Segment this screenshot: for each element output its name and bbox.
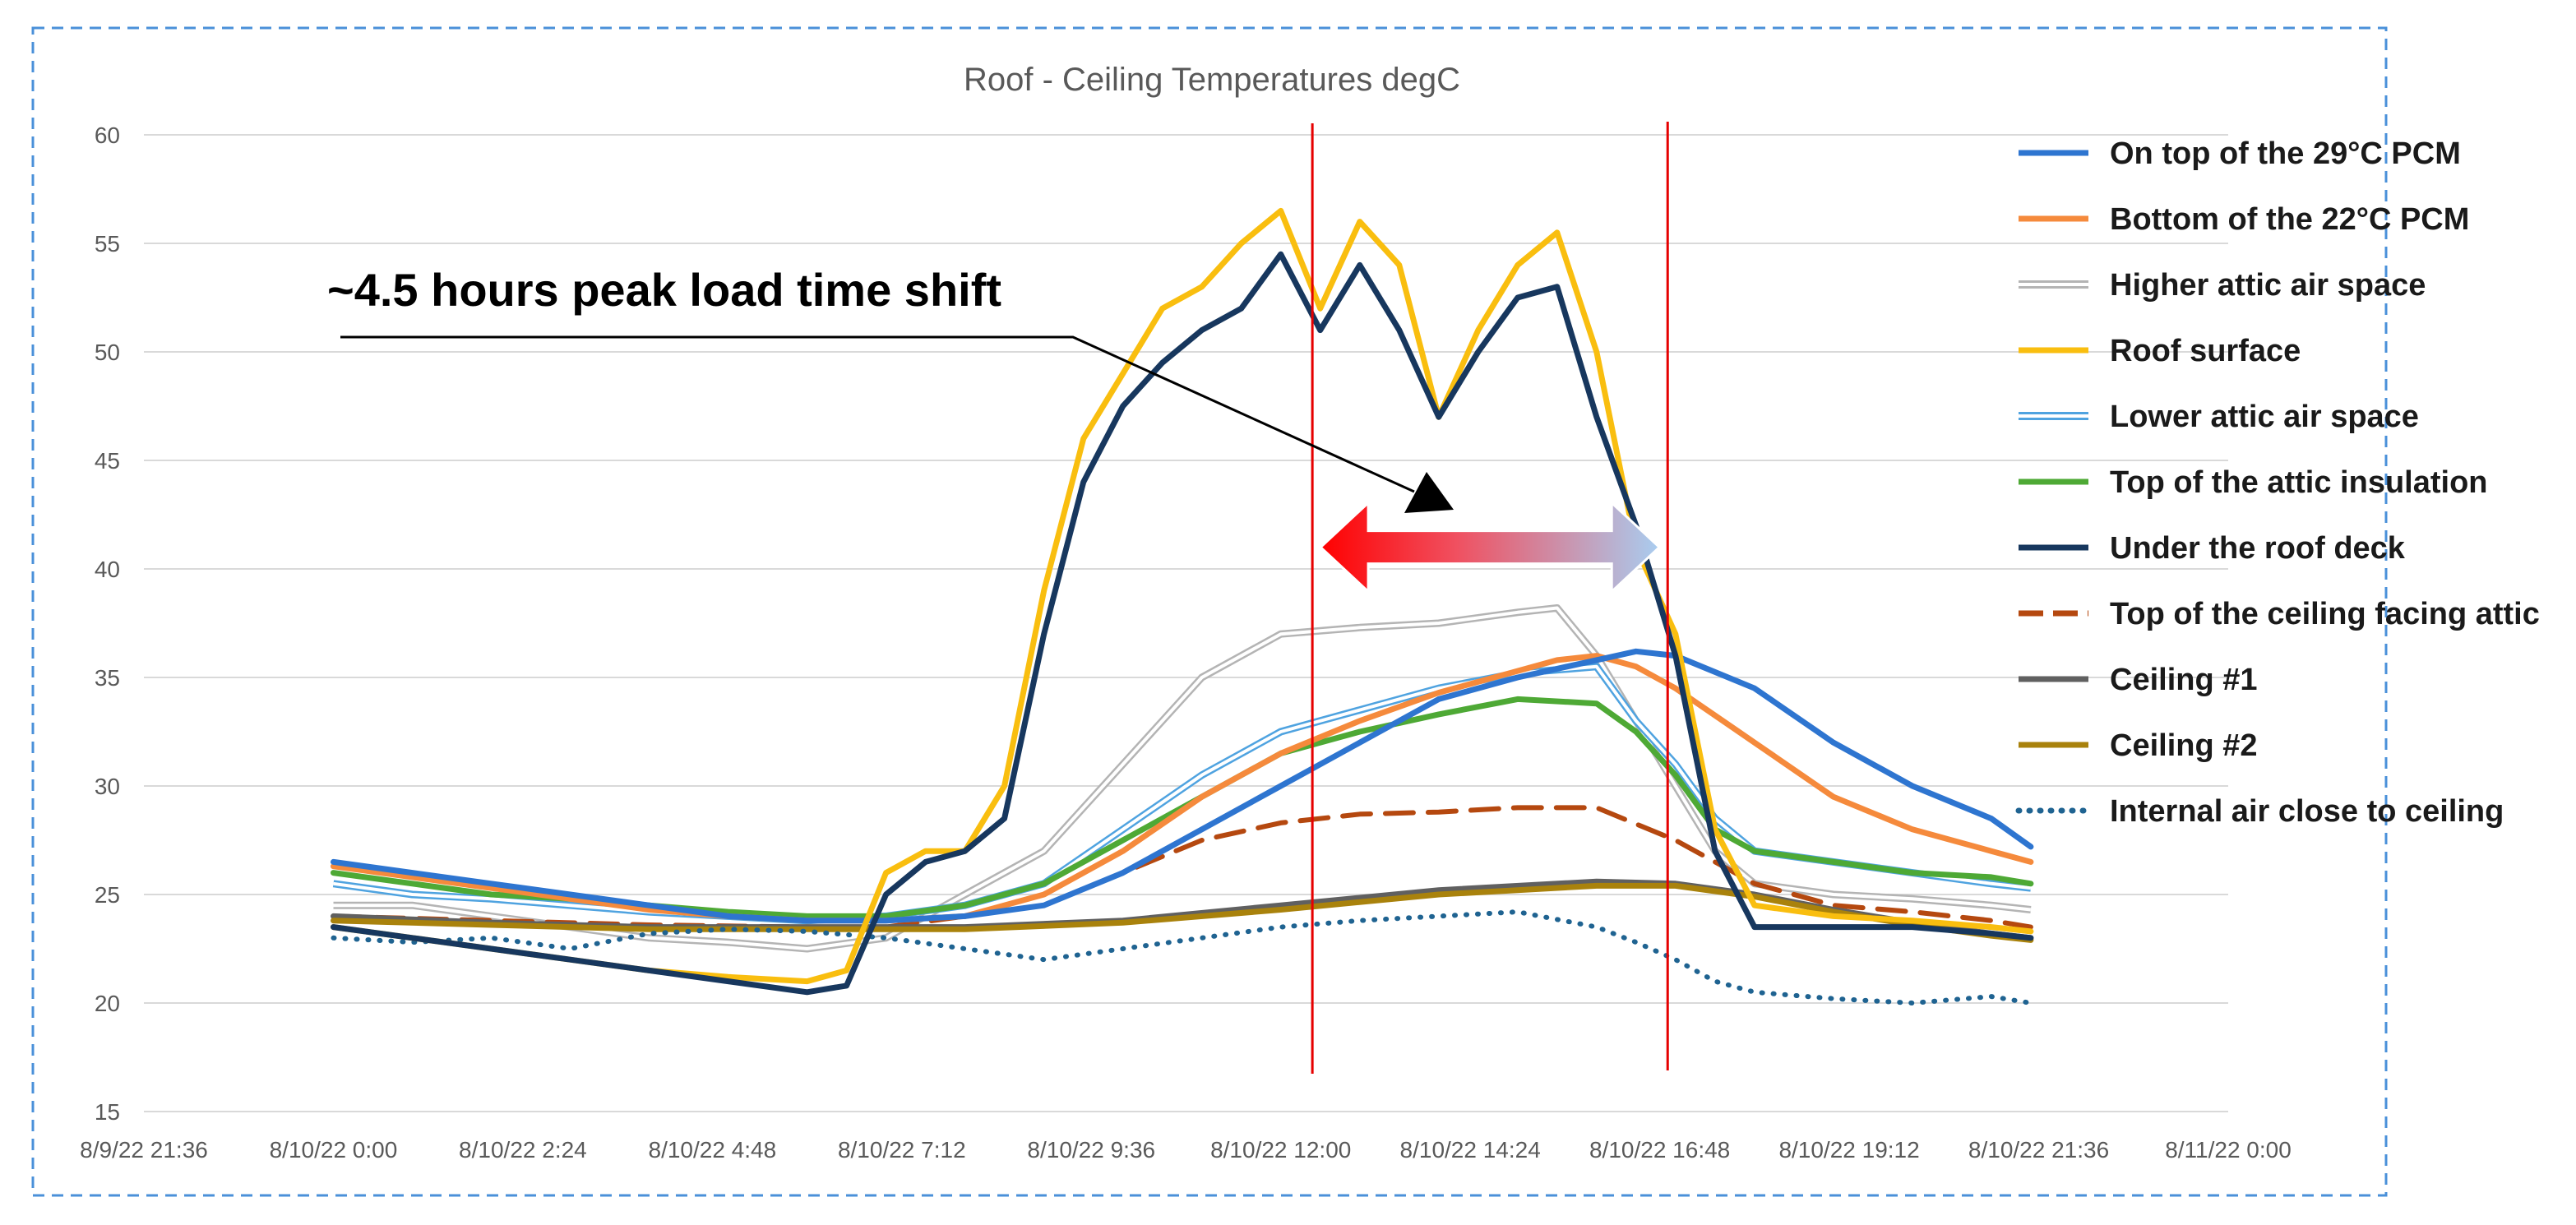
- series-internal-air-close-to-ceiling: [331, 909, 2033, 1005]
- x-tick-label: 8/10/22 7:12: [838, 1137, 966, 1163]
- legend: On top of the 29°C PCM Bottom of the 22°C…: [2015, 136, 2540, 829]
- series-under-the-roof-deck: [331, 251, 2034, 996]
- y-tick-label: 55: [95, 231, 120, 257]
- series-line: [331, 909, 2033, 1005]
- legend-label: Internal air close to ceiling: [2110, 794, 2504, 829]
- x-tick-label: 8/10/22 2:24: [459, 1137, 587, 1163]
- legend-item: Under the roof deck: [2019, 531, 2406, 566]
- series-on-top-of-the-29-c-pcm: [331, 648, 2034, 924]
- legend-label: Top of the ceiling facing attic: [2110, 597, 2540, 631]
- legend-item: Higher attic air space: [2019, 268, 2426, 303]
- legend-label: Bottom of the 22°C PCM: [2110, 202, 2469, 237]
- y-tick-label: 15: [95, 1099, 120, 1125]
- chart-title: Roof - Ceiling Temperatures degC: [964, 62, 1460, 98]
- x-tick-label: 8/9/22 21:36: [80, 1137, 208, 1163]
- y-tick-label: 50: [95, 340, 120, 365]
- legend-item: Lower attic air space: [2019, 400, 2419, 434]
- series-higher-attic-air-space: [333, 604, 2032, 953]
- legend-label: On top of the 29°C PCM: [2110, 136, 2461, 171]
- legend-item: Ceiling #2: [2019, 728, 2258, 763]
- x-tick-label: 8/11/22 0:00: [2165, 1137, 2292, 1163]
- legend-item: Top of the ceiling facing attic: [2019, 597, 2540, 631]
- annotation-text: ~4.5 hours peak load time shift: [327, 264, 1001, 316]
- legend-label: Lower attic air space: [2110, 400, 2419, 434]
- grid-lines: [144, 134, 2228, 1112]
- y-tick-label: 60: [95, 122, 120, 148]
- series-bottom-of-the-22-c-pcm: [331, 653, 2034, 924]
- y-tick-label: 40: [95, 557, 120, 582]
- chart-border: [31, 26, 2388, 1197]
- y-tick-label: 30: [95, 774, 120, 799]
- x-tick-label: 8/10/22 12:00: [1210, 1137, 1351, 1163]
- pointer-arrowhead: [1404, 472, 1454, 513]
- legend-item: Ceiling #1: [2019, 663, 2258, 697]
- legend-item: Internal air close to ceiling: [2015, 794, 2504, 829]
- time-shift-annotation: ~4.5 hours peak load time shift: [327, 122, 1669, 1074]
- series-roof-surface: [331, 207, 2034, 985]
- x-axis-ticks: 8/9/22 21:36 8/10/22 0:00 8/10/22 2:24 8/10…: [80, 1137, 2292, 1163]
- legend-item: On top of the 29°C PCM: [2019, 136, 2461, 171]
- legend-label: Top of the attic insulation: [2110, 465, 2488, 500]
- series-line: [331, 207, 2034, 985]
- series-line-inner: [333, 606, 2032, 950]
- y-axis-ticks: 15 20 25 30 35 40 45 50 55 60: [95, 122, 120, 1125]
- x-tick-label: 8/10/22 9:36: [1027, 1137, 1155, 1163]
- legend-item: Roof surface: [2019, 334, 2301, 368]
- legend-label: Higher attic air space: [2110, 268, 2426, 303]
- legend-label: Ceiling #2: [2110, 728, 2258, 763]
- legend-item: Top of the attic insulation: [2019, 465, 2488, 500]
- legend-label: Roof surface: [2110, 334, 2301, 368]
- time-shift-double-arrow: [1318, 500, 1662, 595]
- y-tick-label: 20: [95, 991, 120, 1016]
- x-tick-label: 8/10/22 14:24: [1400, 1137, 1541, 1163]
- x-tick-label: 8/10/22 21:36: [1968, 1137, 2109, 1163]
- y-tick-label: 35: [95, 665, 120, 691]
- x-tick-label: 8/10/22 19:12: [1778, 1137, 1919, 1163]
- y-tick-label: 25: [95, 882, 120, 908]
- series-line: [331, 653, 2034, 924]
- series-lines: [331, 207, 2034, 1005]
- x-tick-label: 8/10/22 4:48: [649, 1137, 777, 1163]
- series-line: [331, 251, 2034, 996]
- pointer-line: [340, 335, 1415, 493]
- legend-label: Under the roof deck: [2110, 531, 2406, 566]
- legend-label: Ceiling #1: [2110, 663, 2258, 697]
- series-line: [331, 648, 2034, 924]
- x-tick-label: 8/10/22 0:00: [270, 1137, 398, 1163]
- legend-item: Bottom of the 22°C PCM: [2019, 202, 2469, 237]
- x-tick-label: 8/10/22 16:48: [1589, 1137, 1730, 1163]
- y-tick-label: 45: [95, 448, 120, 474]
